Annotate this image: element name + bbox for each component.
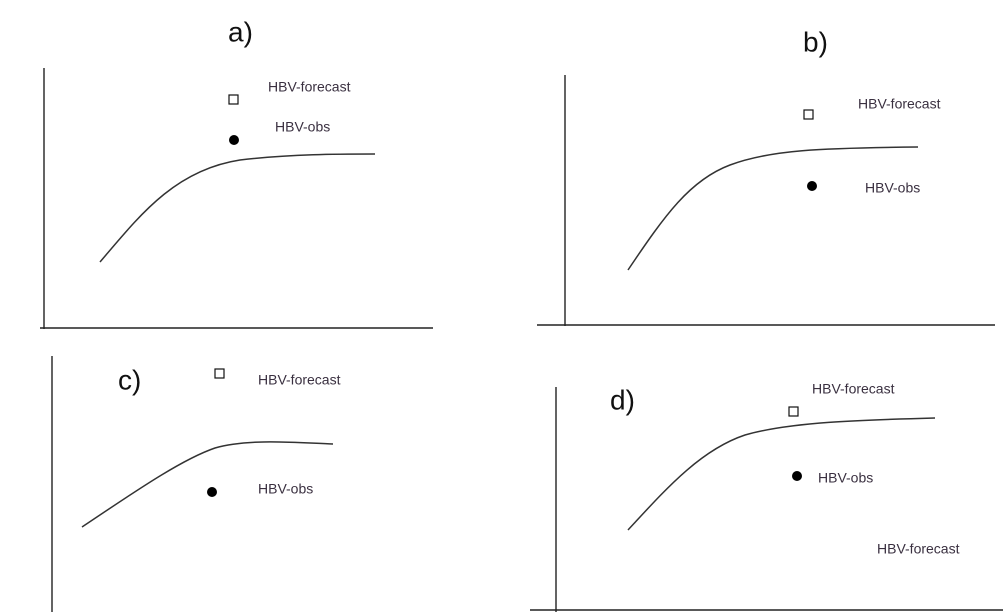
forecast-label: HBV-forecast [812, 381, 895, 397]
obs-marker [229, 135, 239, 145]
curve [81, 441, 334, 528]
obs-label: HBV-obs [275, 119, 330, 135]
panel-label: a) [228, 16, 253, 47]
obs-label: HBV-obs [818, 470, 873, 486]
curve [99, 153, 376, 263]
panel-b: b) HBV-forecast HBV-obs [537, 26, 995, 326]
curve [627, 146, 919, 271]
obs-marker [207, 487, 217, 497]
curve [627, 417, 936, 531]
forecast-marker [803, 109, 814, 120]
forecast-marker [228, 94, 239, 105]
obs-marker [792, 471, 802, 481]
panel-a: a) HBV-forecast HBV-obs [40, 16, 433, 329]
panel-label: b) [803, 26, 828, 57]
obs-marker [807, 181, 817, 191]
panel-c: c) HBV-forecast HBV-obs [51, 356, 341, 612]
panel-d: d) HBV-forecast HBV-obs HBV-forecast [530, 381, 1003, 612]
forecast-marker [214, 368, 225, 379]
extra-label: HBV-forecast [877, 541, 960, 557]
forecast-label: HBV-forecast [858, 96, 941, 112]
forecast-marker [788, 406, 799, 417]
panel-label: c) [118, 364, 141, 395]
obs-label: HBV-obs [865, 180, 920, 196]
panel-label: d) [610, 384, 635, 415]
forecast-label: HBV-forecast [268, 79, 351, 95]
forecast-label: HBV-forecast [258, 372, 341, 388]
obs-label: HBV-obs [258, 481, 313, 497]
